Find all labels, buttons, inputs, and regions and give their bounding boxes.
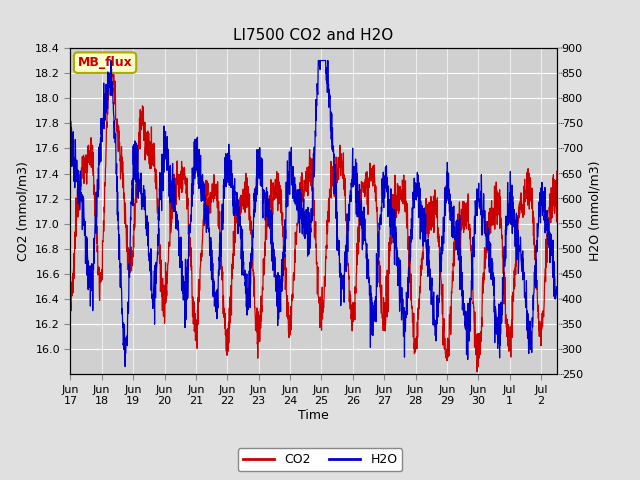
Line: H2O: H2O: [70, 60, 557, 367]
CO2: [540, 312, 547, 318]
H2O: [122, 364, 129, 370]
H2O: [291, 174, 298, 180]
CO2: [539, 308, 547, 314]
CO2: [473, 369, 481, 375]
H2O: [92, 220, 99, 226]
H2O: [553, 290, 561, 296]
H2O: [540, 189, 547, 194]
CO2: [291, 273, 298, 279]
Title: LI7500 CO2 and H2O: LI7500 CO2 and H2O: [234, 28, 394, 43]
Legend: CO2, H2O: CO2, H2O: [237, 448, 403, 471]
Line: CO2: CO2: [70, 63, 557, 372]
Y-axis label: H2O (mmol/m3): H2O (mmol/m3): [588, 161, 602, 262]
CO2: [105, 60, 113, 66]
H2O: [539, 200, 547, 206]
Text: MB_flux: MB_flux: [77, 56, 132, 69]
H2O: [450, 203, 458, 209]
H2O: [67, 149, 74, 155]
X-axis label: Time: Time: [298, 409, 329, 422]
CO2: [450, 244, 458, 250]
CO2: [67, 307, 74, 313]
CO2: [553, 168, 561, 174]
CO2: [92, 206, 99, 212]
CO2: [303, 165, 311, 170]
H2O: [303, 228, 311, 233]
Y-axis label: CO2 (mmol/m3): CO2 (mmol/m3): [17, 161, 29, 261]
H2O: [107, 58, 115, 63]
